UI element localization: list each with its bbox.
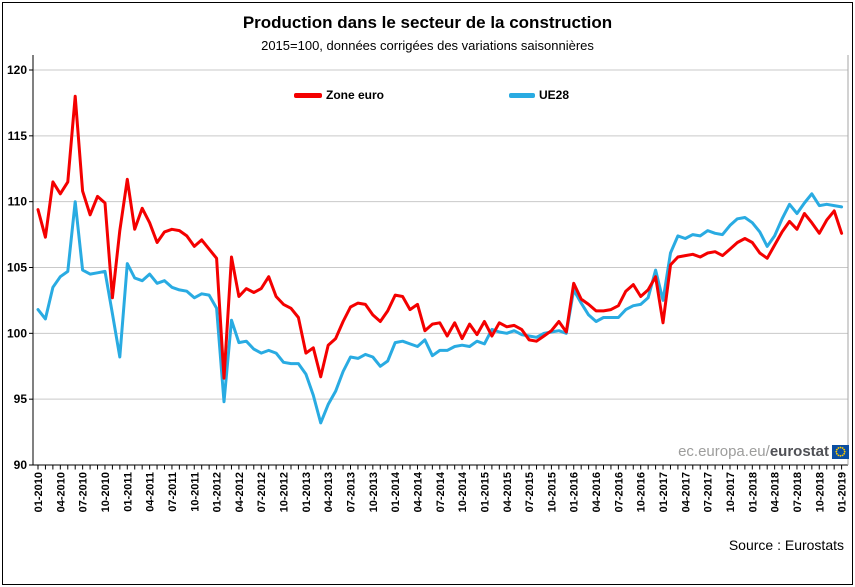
x-axis-tick-label: 01-2014 (390, 471, 402, 512)
series-line-zone-euro (36, 94, 844, 380)
source-note: Source : Eurostats (728, 537, 844, 553)
series-line-ue28 (36, 192, 844, 425)
x-axis-tick-label: 07-2011 (167, 472, 179, 512)
x-axis-tick-label: 07-2012 (256, 472, 268, 512)
y-axis-labels: 90 95 100 105 110 115 120 (7, 63, 27, 472)
x-axis-tick-label: 10-2016 (636, 472, 648, 512)
x-axis-labels: 01-2010 04-2010 07-2010 10-2010 01-2011 04-20… (33, 471, 849, 512)
x-axis-tick-label: 01-2019 (837, 472, 849, 512)
watermark-url-prefix: ec.europa.eu/ (678, 443, 770, 460)
x-axis-tick-label: 10-2012 (279, 472, 291, 512)
x-axis-tick-label: 07-2016 (613, 472, 625, 512)
x-axis-tick-label: 01-2011 (122, 472, 134, 512)
x-axis-tick-label: 01-2017 (658, 472, 670, 512)
x-axis-tick-label: 10-2018 (814, 472, 826, 512)
x-axis-tick-label: 04-2010 (55, 472, 67, 512)
x-axis-tick-label: 04-2015 (502, 472, 514, 512)
x-axis-tick-label: 07-2018 (792, 472, 804, 512)
x-axis-tick-label: 01-2012 (212, 472, 224, 512)
zone-euro-line-swatch (294, 92, 322, 98)
y-axis-tick-label: 110 (8, 195, 28, 209)
y-gridlines (33, 69, 848, 400)
x-axis-ticks (37, 465, 843, 470)
x-axis-tick-label: 10-2010 (100, 472, 112, 512)
x-axis-tick-label: 07-2013 (346, 472, 358, 512)
axes (32, 55, 849, 466)
eurostat-watermark: ec.europa.eu/eurostat (678, 443, 849, 460)
x-axis-tick-label: 01-2016 (569, 472, 581, 512)
y-axis-tick-label: 120 (7, 63, 27, 77)
legend-item-ue28: UE28 (509, 88, 569, 102)
y-axis-tick-label: 95 (14, 392, 28, 406)
legend-item-zone-euro: Zone euro (294, 88, 384, 102)
y-axis-tick-label: 100 (7, 326, 27, 340)
x-axis-tick-label: 07-2015 (524, 472, 536, 512)
legend-label-ue28: UE28 (539, 88, 570, 102)
x-axis-tick-label: 01-2018 (747, 472, 759, 512)
chart-title: Production dans le secteur de la constru… (242, 13, 613, 32)
chart-subtitle: 2015=100, données corrigées des variatio… (261, 38, 594, 53)
x-axis-tick-label: 04-2013 (323, 472, 335, 512)
x-axis-tick-label: 04-2016 (591, 472, 603, 512)
x-axis-tick-label: 04-2012 (234, 472, 246, 512)
x-axis-tick-label: 07-2010 (78, 472, 90, 512)
x-axis-tick-label: 01-2010 (33, 472, 45, 512)
legend-label-zone-euro: Zone euro (326, 88, 385, 102)
x-axis-tick-label: 10-2014 (457, 471, 469, 512)
y-axis-ticks (29, 69, 33, 466)
ue28-line-swatch (509, 92, 535, 98)
y-axis-tick-label: 115 (8, 129, 28, 143)
y-axis-tick-label: 90 (14, 458, 28, 472)
y-axis-tick-label: 105 (7, 261, 27, 275)
x-axis-tick-label: 10-2017 (725, 472, 737, 512)
x-axis-tick-label: 04-2018 (770, 472, 782, 512)
x-axis-tick-label: 01-2013 (301, 472, 313, 512)
x-axis-tick-label: 10-2013 (368, 472, 380, 512)
x-axis-tick-label: 07-2014 (435, 471, 447, 512)
x-axis-tick-label: 04-2017 (680, 472, 692, 512)
x-axis-tick-label: 01-2015 (479, 472, 491, 512)
x-axis-tick-label: 07-2017 (703, 472, 715, 512)
x-axis-tick-label: 10-2015 (546, 472, 558, 512)
x-axis-tick-label: 10-2011 (189, 472, 201, 512)
eu-flag-icon (832, 444, 849, 459)
x-axis-tick-label: 04-2014 (412, 471, 424, 512)
watermark-eurostat: eurostat (769, 443, 829, 460)
x-axis-tick-label: 04-2011 (145, 472, 157, 512)
